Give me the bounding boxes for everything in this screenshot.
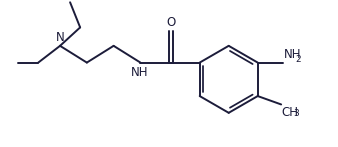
Text: 2: 2 <box>296 55 301 64</box>
Text: N: N <box>56 31 65 44</box>
Text: O: O <box>166 16 175 29</box>
Text: NH: NH <box>131 66 148 79</box>
Text: CH: CH <box>282 106 299 119</box>
Text: 3: 3 <box>293 109 298 118</box>
Text: NH: NH <box>283 47 301 61</box>
